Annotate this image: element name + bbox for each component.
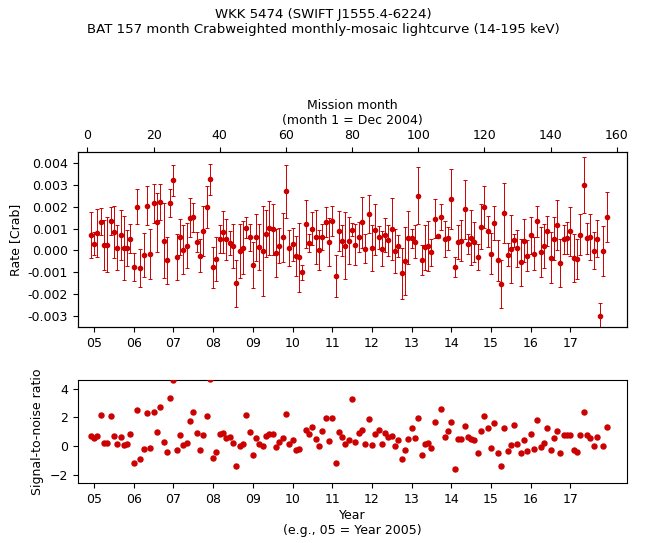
Point xyxy=(595,513,605,522)
Point xyxy=(483,424,493,433)
Point xyxy=(439,433,450,441)
Point xyxy=(578,408,589,416)
Point xyxy=(450,464,460,473)
Point xyxy=(314,441,324,450)
Point xyxy=(529,445,539,453)
Text: WKK 5474 (SWIFT J1555.4-6224)
BAT 157 month Crabweighted monthly-mosaic lightcur: WKK 5474 (SWIFT J1555.4-6224) BAT 157 mo… xyxy=(87,8,559,36)
Point xyxy=(377,440,387,449)
Point xyxy=(198,431,209,439)
Point xyxy=(297,484,307,493)
Point xyxy=(456,435,466,444)
Point xyxy=(168,376,178,384)
Point xyxy=(548,434,559,443)
Point xyxy=(575,431,585,439)
Point xyxy=(324,437,334,445)
Point xyxy=(347,395,357,403)
Point xyxy=(231,462,242,470)
Point xyxy=(589,441,599,450)
Point xyxy=(417,451,427,460)
Point xyxy=(221,434,231,443)
Point xyxy=(112,440,122,449)
Point xyxy=(492,449,503,457)
Point xyxy=(244,427,255,436)
Point xyxy=(92,431,103,440)
Point xyxy=(99,438,109,447)
Point xyxy=(473,449,483,457)
Point xyxy=(568,446,579,455)
Point xyxy=(489,419,499,427)
Point xyxy=(85,432,96,441)
Point xyxy=(386,432,397,440)
Point xyxy=(459,421,470,430)
Point xyxy=(426,444,437,452)
Point xyxy=(327,413,337,422)
Point xyxy=(406,424,417,432)
Point xyxy=(506,441,516,450)
Point xyxy=(430,418,440,427)
Point xyxy=(592,432,602,441)
X-axis label: Year
(e.g., 05 = Year 2005): Year (e.g., 05 = Year 2005) xyxy=(283,509,421,537)
Point xyxy=(191,429,202,438)
Point xyxy=(479,412,490,420)
Point xyxy=(255,439,265,448)
Y-axis label: Signal-to-noise ratio: Signal-to-noise ratio xyxy=(31,368,44,495)
Point xyxy=(208,453,218,462)
Point xyxy=(556,449,566,458)
Point xyxy=(261,431,271,440)
Point xyxy=(499,424,510,432)
Point xyxy=(585,433,596,442)
Point xyxy=(116,433,126,441)
Point xyxy=(370,430,380,439)
Point xyxy=(542,423,552,432)
Point xyxy=(238,440,248,449)
Point xyxy=(463,433,473,441)
Point xyxy=(89,433,99,442)
Point xyxy=(135,454,145,463)
Point xyxy=(360,440,370,449)
Point xyxy=(383,432,393,441)
Point xyxy=(357,426,367,434)
Point xyxy=(122,439,132,448)
Point xyxy=(129,458,139,467)
Point xyxy=(565,431,576,439)
Point xyxy=(423,439,433,448)
Point xyxy=(132,406,142,414)
Point xyxy=(267,430,278,439)
Point xyxy=(119,440,129,449)
Point xyxy=(330,459,340,468)
Point xyxy=(96,411,106,419)
Point xyxy=(218,429,228,438)
Point xyxy=(155,403,165,412)
Point xyxy=(178,441,189,450)
Y-axis label: Rate [Crab]: Rate [Crab] xyxy=(9,204,22,276)
X-axis label: Mission month
(month 1 = Dec 2004): Mission month (month 1 = Dec 2004) xyxy=(282,99,422,127)
Point xyxy=(247,451,258,459)
Point xyxy=(274,438,284,446)
Point xyxy=(211,447,222,456)
Point xyxy=(413,414,423,422)
Point xyxy=(522,446,532,455)
Point xyxy=(443,426,453,435)
Point xyxy=(172,446,182,454)
Point xyxy=(446,418,457,426)
Point xyxy=(582,431,592,439)
Point xyxy=(317,426,328,435)
Point xyxy=(552,427,562,435)
Point xyxy=(228,438,238,447)
Point xyxy=(264,430,275,439)
Point xyxy=(532,415,543,424)
Point xyxy=(420,439,430,448)
Point xyxy=(344,435,354,444)
Point xyxy=(539,439,549,447)
Point xyxy=(390,442,401,451)
Point xyxy=(145,444,156,452)
Point xyxy=(410,434,420,443)
Point xyxy=(403,435,413,444)
Point xyxy=(512,440,523,449)
Point xyxy=(601,422,612,431)
Point xyxy=(364,414,374,423)
Point xyxy=(258,441,268,450)
Point xyxy=(393,436,404,445)
Point xyxy=(102,439,112,447)
Point xyxy=(526,430,536,439)
